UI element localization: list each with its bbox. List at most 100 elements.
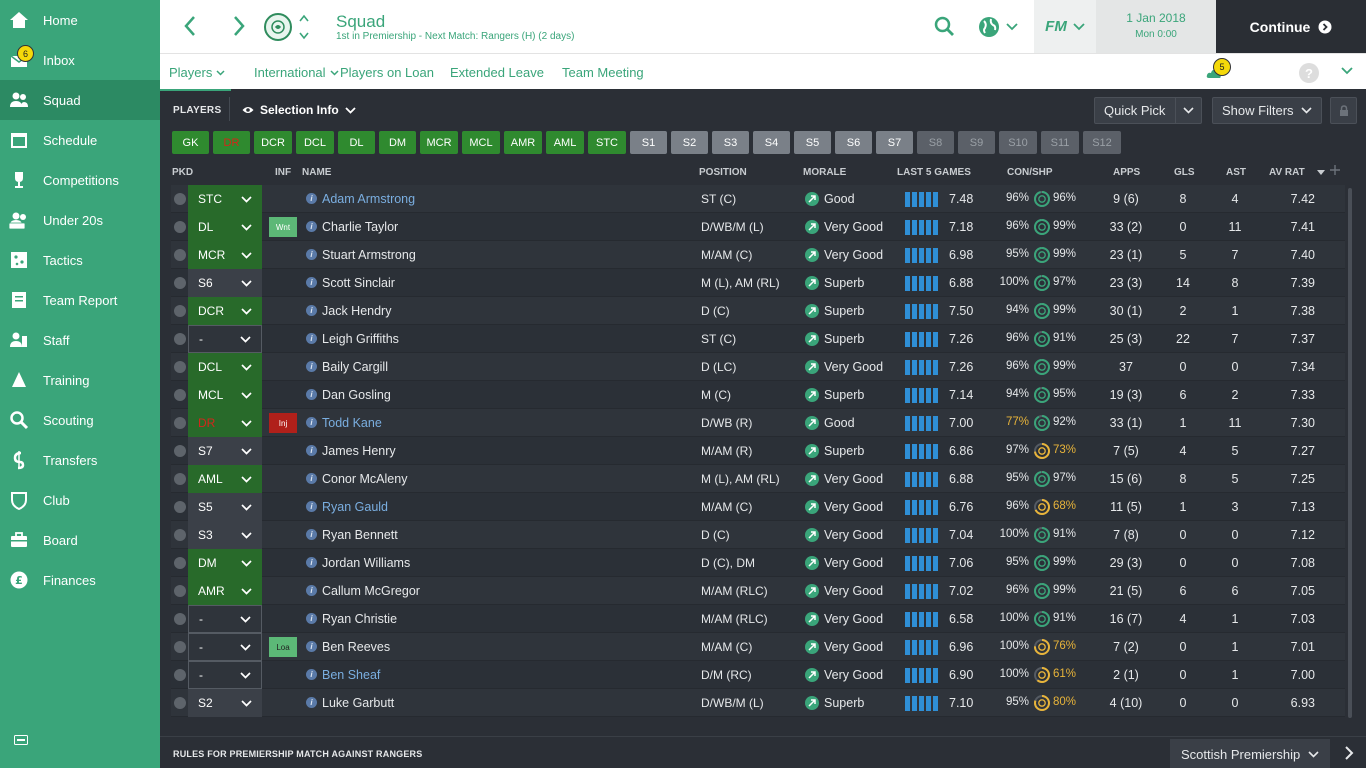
tab-extended-leave[interactable]: Extended Leave: [450, 65, 544, 80]
column-header-inf[interactable]: INF: [275, 167, 292, 178]
pick-checkbox[interactable]: [174, 557, 186, 569]
show-filters-button[interactable]: Show Filters: [1212, 97, 1322, 124]
expand-button[interactable]: [1340, 64, 1354, 81]
column-header-apps[interactable]: APPS: [1113, 167, 1141, 178]
table-row[interactable]: MCR i Stuart Armstrong M/AM (C) Very Good…: [171, 241, 1345, 269]
info-icon[interactable]: i: [306, 305, 317, 316]
position-filter-s9[interactable]: S9: [958, 131, 995, 154]
table-row[interactable]: S3 i Ryan Bennett D (C) Very Good 7.04 10…: [171, 521, 1345, 549]
table-row[interactable]: S6 i Scott Sinclair M (L), AM (RL) Superb…: [171, 269, 1345, 297]
sidebar-item-staff[interactable]: Staff: [0, 320, 160, 360]
player-name[interactable]: Ben Sheaf: [322, 668, 381, 682]
position-select[interactable]: S3: [188, 521, 262, 549]
pick-checkbox[interactable]: [174, 529, 186, 541]
club-crest-icon[interactable]: [264, 13, 292, 41]
sidebar-item-squad[interactable]: Squad: [0, 80, 160, 120]
game-date[interactable]: 1 Jan 2018 Mon 0:00: [1096, 0, 1216, 53]
table-row[interactable]: DCL i Baily Cargill D (LC) Very Good 7.26…: [171, 353, 1345, 381]
player-name[interactable]: Conor McAleny: [322, 472, 408, 486]
pick-checkbox[interactable]: [174, 473, 186, 485]
sidebar-item-tactics[interactable]: Tactics: [0, 240, 160, 280]
info-icon[interactable]: i: [306, 445, 317, 456]
keyboard-icon[interactable]: [14, 733, 28, 748]
position-select[interactable]: STC: [188, 185, 262, 213]
position-filter-mcr[interactable]: MCR: [420, 131, 458, 154]
position-filter-gk[interactable]: GK: [172, 131, 209, 154]
table-row[interactable]: S2 i Luke Garbutt D/WB/M (L) Superb 7.10 …: [171, 689, 1345, 717]
position-select[interactable]: MCR: [188, 241, 262, 269]
position-select[interactable]: -: [188, 605, 262, 633]
position-select[interactable]: S6: [188, 269, 262, 297]
status-badge[interactable]: Loa: [269, 637, 297, 657]
competition-select[interactable]: Scottish Premiership: [1170, 739, 1330, 768]
player-name[interactable]: Ryan Gauld: [322, 500, 389, 514]
table-row[interactable]: - i Ben Sheaf D/M (RC) Very Good 6.90 100…: [171, 661, 1345, 689]
position-select[interactable]: AMR: [188, 577, 262, 605]
info-icon[interactable]: i: [306, 585, 317, 596]
pick-checkbox[interactable]: [174, 697, 186, 709]
info-icon[interactable]: i: [306, 361, 317, 372]
info-icon[interactable]: i: [306, 249, 317, 260]
pick-checkbox[interactable]: [174, 361, 186, 373]
info-icon[interactable]: i: [306, 473, 317, 484]
notification-badge[interactable]: 5: [1213, 58, 1231, 76]
sidebar-item-competitions[interactable]: Competitions: [0, 160, 160, 200]
info-icon[interactable]: i: [306, 333, 317, 344]
position-select[interactable]: MCL: [188, 381, 262, 409]
table-row[interactable]: AML i Conor McAleny M (L), AM (RL) Very G…: [171, 465, 1345, 493]
column-header-avrat[interactable]: AV RAT: [1269, 167, 1305, 178]
position-filter-s12[interactable]: S12: [1083, 131, 1121, 154]
sidebar-item-board[interactable]: Board: [0, 520, 160, 560]
player-name[interactable]: Stuart Armstrong: [322, 248, 416, 262]
column-header-morale[interactable]: MORALE: [803, 167, 847, 178]
status-badge[interactable]: Wnt: [269, 217, 297, 237]
fm-menu[interactable]: FM: [1034, 0, 1096, 53]
info-icon[interactable]: i: [306, 389, 317, 400]
position-filter-mcl[interactable]: MCL: [462, 131, 500, 154]
sidebar-item-finances[interactable]: £ Finances: [0, 560, 160, 600]
info-icon[interactable]: i: [306, 529, 317, 540]
info-icon[interactable]: i: [306, 277, 317, 288]
quick-pick-dropdown[interactable]: [1175, 98, 1201, 123]
table-row[interactable]: AMR i Callum McGregor M/AM (RLC) Very Goo…: [171, 577, 1345, 605]
info-icon[interactable]: i: [306, 221, 317, 232]
quick-pick-button[interactable]: Quick Pick: [1094, 97, 1202, 124]
position-filter-amr[interactable]: AMR: [504, 131, 542, 154]
position-select[interactable]: AML: [188, 465, 262, 493]
position-select[interactable]: -: [188, 325, 262, 353]
position-select[interactable]: -: [188, 661, 262, 689]
sort-desc-icon[interactable]: [1317, 170, 1325, 175]
continue-button[interactable]: Continue: [1216, 0, 1366, 53]
scrollbar[interactable]: [1348, 188, 1352, 718]
position-filter-s6[interactable]: S6: [835, 131, 872, 154]
match-rules-label[interactable]: RULES FOR PREMIERSHIP MATCH AGAINST RANG…: [173, 749, 423, 759]
table-row[interactable]: DL Wnt i Charlie Taylor D/WB/M (L) Very Go…: [171, 213, 1345, 241]
pick-checkbox[interactable]: [174, 585, 186, 597]
info-icon[interactable]: i: [306, 641, 317, 652]
sidebar-item-club[interactable]: Club: [0, 480, 160, 520]
pick-checkbox[interactable]: [174, 669, 186, 681]
position-select[interactable]: DR: [188, 409, 262, 437]
back-button[interactable]: [176, 12, 204, 40]
position-filter-aml[interactable]: AML: [546, 131, 584, 154]
position-filter-dcr[interactable]: DCR: [254, 131, 292, 154]
tab-players[interactable]: Players: [159, 65, 232, 91]
info-icon[interactable]: i: [306, 697, 317, 708]
player-name[interactable]: Ryan Christie: [322, 612, 398, 626]
player-name[interactable]: Luke Garbutt: [322, 696, 395, 710]
info-icon[interactable]: i: [306, 417, 317, 428]
position-select[interactable]: DCL: [188, 353, 262, 381]
player-name[interactable]: Ryan Bennett: [322, 528, 398, 542]
info-icon[interactable]: i: [306, 613, 317, 624]
position-filter-s10[interactable]: S10: [999, 131, 1037, 154]
selection-info-button[interactable]: Selection Info: [242, 103, 356, 117]
sidebar-item-home[interactable]: Home: [0, 0, 160, 40]
pick-checkbox[interactable]: [174, 277, 186, 289]
table-row[interactable]: DM i Jordan Williams D (C), DM Very Good …: [171, 549, 1345, 577]
table-row[interactable]: - Loa i Ben Reeves M/AM (C) Very Good 6.96…: [171, 633, 1345, 661]
help-button[interactable]: ?: [1299, 63, 1319, 83]
table-row[interactable]: - i Leigh Griffiths ST (C) Superb 7.26 96…: [171, 325, 1345, 353]
sidebar-item-inbox[interactable]: Inbox 6: [0, 40, 160, 80]
player-name[interactable]: Dan Gosling: [322, 388, 391, 402]
table-row[interactable]: - i Ryan Christie M/AM (RLC) Very Good 6.…: [171, 605, 1345, 633]
